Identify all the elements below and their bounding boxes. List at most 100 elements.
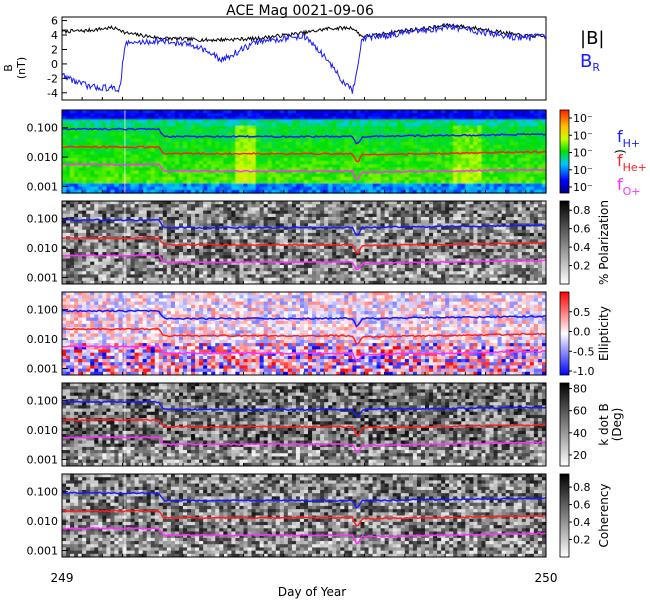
spectrogram-cell — [138, 154, 144, 159]
spectrogram-cell — [178, 236, 184, 240]
spectrogram-cell — [66, 164, 71, 168]
spectrogram-cell — [497, 157, 503, 162]
spectrogram-cell — [304, 132, 309, 137]
spectrogram-cell — [126, 252, 132, 256]
spectrogram-cell — [191, 157, 196, 162]
spectrogram-cell — [191, 245, 196, 250]
spectrogram-cell — [477, 177, 482, 181]
spectrogram-cell — [295, 186, 301, 191]
spectrogram-cell — [243, 252, 249, 256]
spectrogram-cell — [170, 255, 176, 259]
spectrogram-cell — [86, 170, 91, 175]
spectrogram-cell — [138, 220, 144, 224]
spectrogram-cell — [183, 154, 188, 159]
spectrogram-cell — [453, 110, 458, 114]
spectrogram-cell — [146, 268, 152, 272]
spectrogram-cell — [263, 180, 269, 184]
spectrogram-cell — [312, 204, 317, 208]
spectrogram-cell — [219, 245, 224, 250]
spectrogram-cell — [174, 183, 180, 188]
spectrogram-cell — [187, 226, 192, 231]
spectrogram-cell — [396, 170, 402, 175]
spectrogram-cell — [525, 189, 531, 194]
spectrogram-cell — [187, 186, 192, 191]
spectrogram-cell — [66, 210, 71, 215]
spectrogram-cell — [215, 177, 220, 181]
spectrogram-cell — [457, 125, 462, 130]
spectrogram-cell — [320, 223, 325, 228]
spectrogram-cell — [102, 258, 107, 263]
spectrogram-cell — [348, 110, 353, 114]
spectrogram-cell — [78, 226, 83, 231]
spectrogram-cell — [497, 122, 503, 127]
spectrogram-cell — [340, 151, 345, 156]
spectrogram-cell — [513, 177, 519, 181]
spectrogram-cell — [271, 248, 277, 253]
spectrogram-cell — [195, 248, 200, 253]
spectrogram-cell — [283, 132, 289, 137]
spectrogram-cell — [134, 239, 140, 243]
spectrogram-cell — [166, 145, 172, 149]
spectrogram-cell — [215, 161, 220, 165]
spectrogram-cell — [429, 122, 434, 127]
spectrogram-cell — [416, 145, 422, 149]
spectrogram-cell — [517, 157, 523, 162]
spectrogram-cell — [106, 177, 111, 181]
spectrogram-cell — [291, 232, 297, 237]
spectrogram-cell — [316, 252, 321, 256]
spectrogram-cell — [259, 274, 265, 279]
spectrogram-cell — [102, 216, 107, 221]
spectrogram-cell — [449, 132, 454, 137]
y-tick-label: 4 — [51, 29, 58, 42]
spectrogram-cell — [126, 274, 132, 279]
spectrogram-cell — [457, 154, 462, 159]
spectrogram-cell — [267, 268, 273, 272]
spectrogram-cell — [207, 110, 212, 114]
spectrogram-cell — [344, 116, 349, 121]
spectrogram-cell — [392, 177, 398, 181]
spectrogram-cell — [376, 129, 382, 133]
spectrogram-cell — [239, 207, 244, 212]
spectrogram-cell — [316, 236, 321, 240]
spectrogram-cell — [441, 154, 446, 159]
spectrogram-cell — [308, 229, 313, 234]
spectrogram-cell — [473, 173, 478, 178]
spectrogram-cell — [126, 232, 132, 237]
spectrogram-cell — [86, 161, 91, 165]
spectrogram-cell — [477, 161, 482, 165]
spectrogram-cell — [251, 220, 257, 224]
spectrogram-cell — [82, 173, 87, 178]
spectrogram-cell — [340, 132, 345, 137]
spectrogram-cell — [183, 223, 188, 228]
spectrogram-cell — [404, 167, 410, 172]
spectrogram-cell — [154, 245, 160, 250]
spectrogram-cell — [513, 135, 519, 140]
spectrogram-cell — [271, 141, 277, 146]
spectrogram-cell — [219, 177, 224, 181]
spectrogram-cell — [259, 148, 265, 152]
spectrogram-cell — [279, 274, 285, 279]
spectrogram-cell — [267, 210, 273, 215]
spectrogram-cell — [98, 177, 103, 181]
spectrogram-cell — [219, 138, 224, 143]
spectrogram-cell — [94, 183, 99, 188]
spectrogram-cell — [114, 220, 119, 224]
spectrogram-cell — [70, 264, 75, 269]
spectrogram-cell — [174, 216, 180, 221]
spectrogram-cell — [215, 280, 220, 285]
spectrogram-cell — [138, 229, 144, 234]
spectrogram-cell — [239, 201, 244, 205]
spectrogram-cell — [126, 220, 132, 224]
spectrogram-cell — [227, 141, 232, 146]
spectrogram-cell — [275, 264, 281, 269]
spectrogram-cell — [513, 145, 519, 149]
spectrogram-cell — [114, 135, 119, 140]
spectrogram-cell — [251, 248, 257, 253]
spectrogram-cell — [445, 186, 450, 191]
spectrogram-cell — [130, 129, 136, 133]
spectrogram-cell — [94, 141, 99, 146]
spectrogram-cell — [178, 229, 184, 234]
spectrogram-cell — [231, 232, 236, 237]
spectrogram-cell — [90, 164, 95, 168]
spectrogram-cell — [102, 239, 107, 243]
